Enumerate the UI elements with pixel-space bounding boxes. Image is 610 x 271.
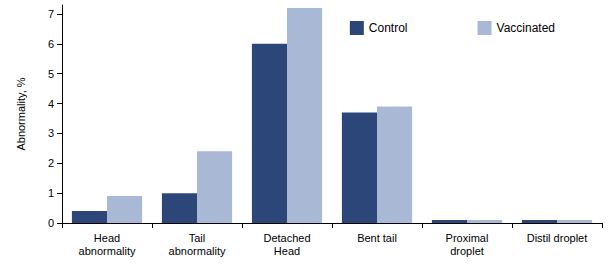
- svg-text:6: 6: [48, 38, 54, 50]
- svg-text:3: 3: [48, 127, 54, 139]
- svg-text:0: 0: [48, 217, 54, 229]
- svg-text:Distil droplet: Distil droplet: [527, 232, 588, 244]
- svg-text:2: 2: [48, 157, 54, 169]
- svg-text:Head: Head: [274, 245, 300, 257]
- svg-text:Abnormality, %: Abnormality, %: [15, 77, 27, 150]
- svg-text:7: 7: [48, 8, 54, 20]
- svg-text:abnormality: abnormality: [169, 245, 226, 257]
- svg-text:Proximal: Proximal: [446, 232, 489, 244]
- svg-text:Tail: Tail: [189, 232, 206, 244]
- svg-text:Control: Control: [369, 21, 408, 35]
- svg-text:1: 1: [48, 187, 54, 199]
- svg-text:Vaccinated: Vaccinated: [497, 21, 555, 35]
- svg-text:droplet: droplet: [450, 245, 484, 257]
- svg-text:4: 4: [48, 98, 54, 110]
- svg-text:abnormality: abnormality: [79, 245, 136, 257]
- svg-text:Detached: Detached: [263, 232, 310, 244]
- svg-text:Bent tail: Bent tail: [357, 232, 397, 244]
- svg-text:5: 5: [48, 68, 54, 80]
- svg-text:Head: Head: [94, 232, 120, 244]
